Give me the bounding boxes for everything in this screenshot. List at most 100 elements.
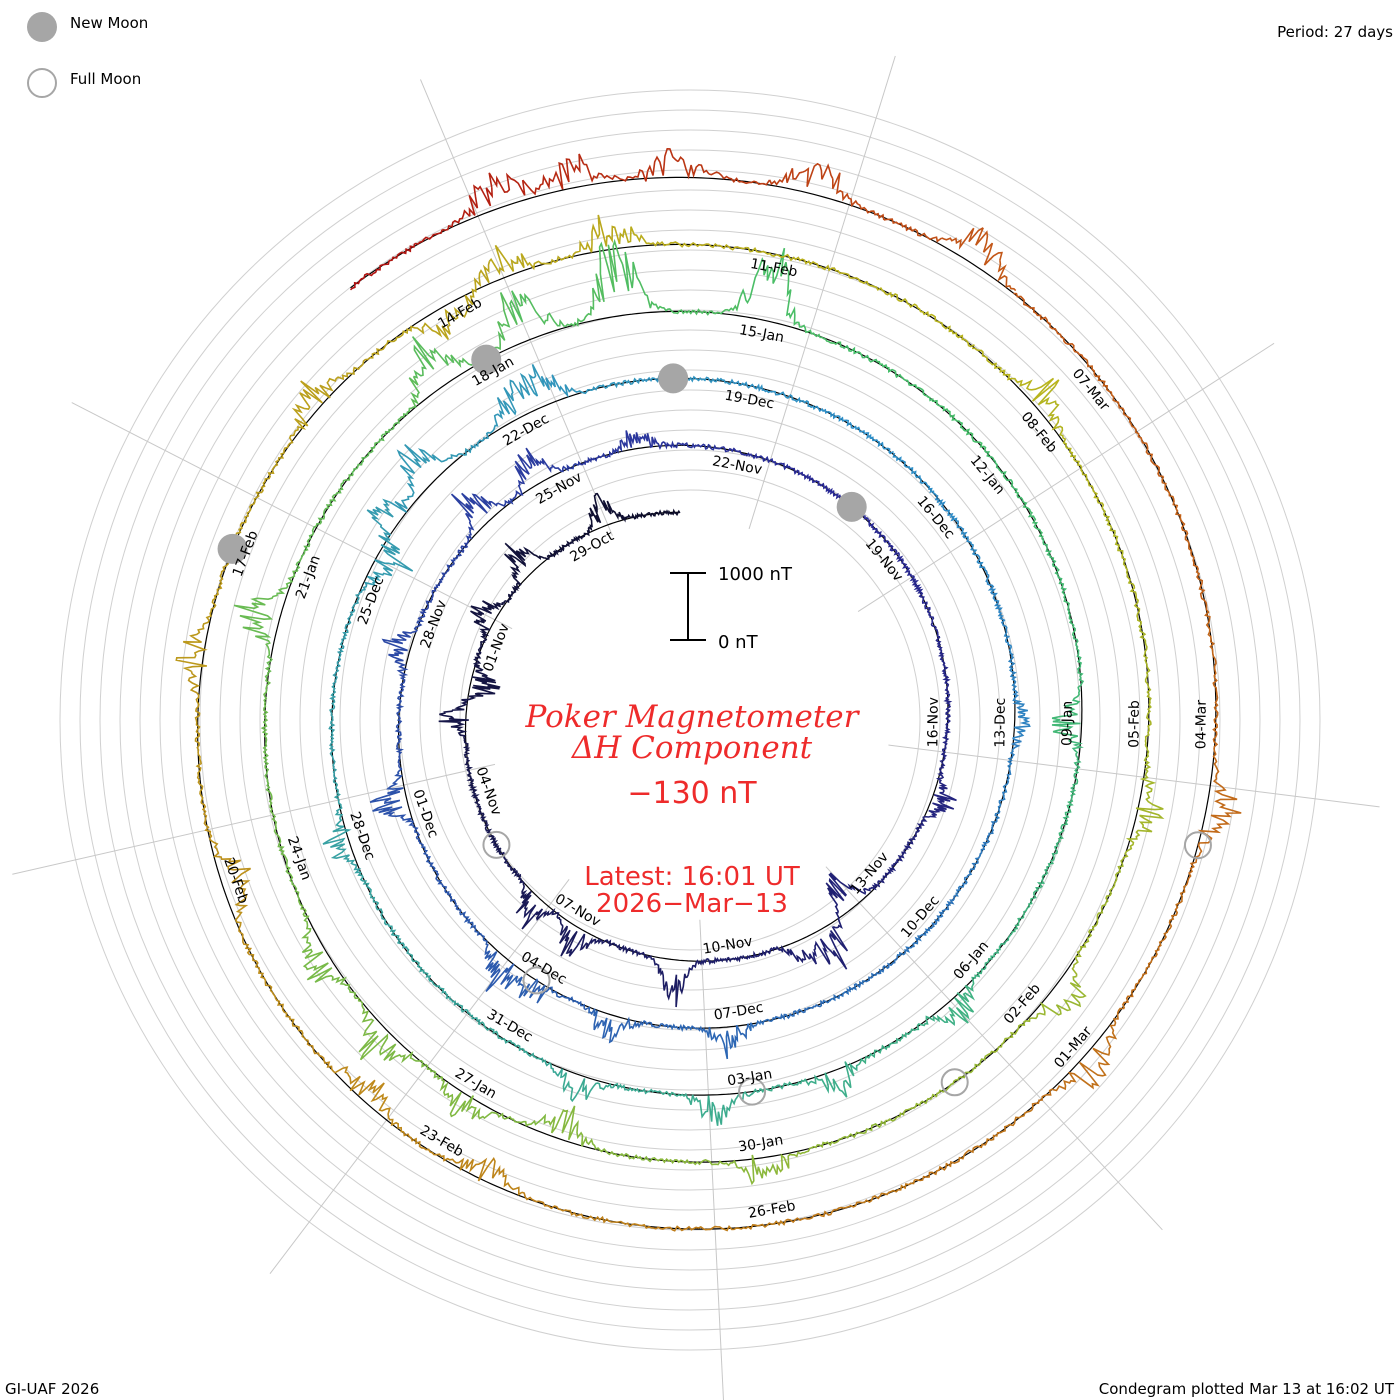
trace-segment xyxy=(521,1191,652,1230)
trace-segment xyxy=(583,163,618,183)
grid-circle xyxy=(339,369,1041,1071)
trace-segment xyxy=(827,956,898,1004)
date-label: 13-Dec xyxy=(992,698,1008,748)
date-label: 16-Nov xyxy=(925,697,941,747)
trace-segment xyxy=(832,172,859,208)
trace-segment xyxy=(1204,609,1219,750)
trace-segment xyxy=(562,1072,662,1103)
grid-circle xyxy=(219,249,1161,1191)
trace-segment xyxy=(583,492,631,537)
trace-segment xyxy=(488,214,621,276)
date-label: 10-Nov xyxy=(702,934,754,958)
trace-segment xyxy=(665,1023,749,1060)
trace-segment xyxy=(621,251,742,316)
trace-segment xyxy=(722,446,792,471)
grid-circle xyxy=(159,189,1221,1251)
new-moon-legend-label: New Moon xyxy=(70,14,149,32)
trace-segment xyxy=(351,376,420,476)
date-label: 22-Dec xyxy=(500,411,551,450)
trace-segment xyxy=(632,949,690,1008)
trace-segment xyxy=(260,678,272,792)
trace-segment xyxy=(488,172,526,196)
trace-segment xyxy=(1138,623,1152,746)
date-label: 31-Dec xyxy=(484,1007,535,1046)
trace-segment xyxy=(1101,507,1142,625)
trace-segment xyxy=(587,1006,668,1044)
date-label: 25-Nov xyxy=(533,469,585,508)
trace-segment xyxy=(776,1120,887,1175)
date-label: 06-Jan xyxy=(951,938,993,983)
grid-circle xyxy=(399,429,981,1011)
new-moon-marker xyxy=(658,363,689,394)
grid-circle xyxy=(279,309,1101,1131)
grid-circle xyxy=(379,409,1001,1031)
trace-segment xyxy=(808,882,849,970)
center-text: Poker Magnetometer ΔH Component −130 nT … xyxy=(525,699,861,919)
trace-segment xyxy=(420,843,462,914)
date-label: 28-Dec xyxy=(346,810,378,862)
trace-segment xyxy=(358,498,414,595)
trace-segment xyxy=(414,229,443,245)
trace-segment xyxy=(828,866,897,902)
trace-segment xyxy=(233,570,298,680)
trace-segment xyxy=(450,492,514,554)
date-label: 29-Oct xyxy=(567,528,617,566)
trace-segment xyxy=(651,1219,787,1232)
trace-segment xyxy=(948,933,1013,1024)
trace-segment xyxy=(268,790,300,902)
trace-segment xyxy=(439,1076,548,1127)
trace-segment xyxy=(759,1061,859,1098)
trace-segment xyxy=(1051,637,1085,742)
trace-segment xyxy=(1011,841,1059,934)
trace-segment xyxy=(914,1109,1033,1182)
grid-circle xyxy=(359,389,1021,1051)
sector-spoke xyxy=(825,866,1163,1231)
trace-segment xyxy=(1007,651,1031,739)
trace-segment xyxy=(997,260,1017,292)
trace-segment xyxy=(984,450,1044,540)
trace-segment xyxy=(940,697,953,760)
trace-segment xyxy=(646,433,723,451)
trace-segment xyxy=(381,616,425,693)
grid-layer xyxy=(59,89,1321,1351)
trace-segment xyxy=(687,954,746,975)
trace-segment xyxy=(527,535,585,560)
grid-circle xyxy=(79,109,1301,1331)
full-moon-marker xyxy=(940,1068,969,1097)
trace-segment xyxy=(655,1154,778,1186)
scale-top-label: 1000 nT xyxy=(718,564,793,585)
trace-segment xyxy=(389,443,473,513)
trace-segment xyxy=(369,768,423,845)
trace-segment xyxy=(468,646,501,700)
trace-segment xyxy=(891,815,928,867)
trace-segment xyxy=(935,636,951,700)
trace-segment xyxy=(553,153,585,190)
trace-segment xyxy=(577,430,649,466)
trace-segment xyxy=(739,247,842,348)
trace-segment xyxy=(896,895,956,957)
trace-segment xyxy=(504,542,530,603)
trace-segment xyxy=(231,432,296,547)
trace-segment xyxy=(200,802,252,929)
scale-bar: 1000 nT 0 nT xyxy=(670,564,793,653)
trace-segment xyxy=(931,399,987,451)
full-moon-marker xyxy=(738,1077,767,1106)
grid-circle xyxy=(419,449,961,991)
trace-segment xyxy=(175,545,236,673)
trace-segment xyxy=(911,228,943,243)
sector-spoke xyxy=(12,763,496,875)
trace-segment xyxy=(442,209,471,231)
trace-segment xyxy=(470,600,506,648)
trace-segment xyxy=(1185,748,1242,886)
new-moon-marker xyxy=(217,533,248,564)
trace-segment xyxy=(438,697,472,753)
trace-segment xyxy=(1013,292,1086,360)
date-label: 09-Jan xyxy=(1059,701,1075,746)
trace-segment xyxy=(512,447,579,501)
trace-segment xyxy=(357,998,443,1081)
trace-segment xyxy=(984,975,1087,1058)
date-label: 21-Jan xyxy=(293,553,324,601)
sector-spoke xyxy=(420,79,613,536)
trace-segment xyxy=(954,821,997,897)
